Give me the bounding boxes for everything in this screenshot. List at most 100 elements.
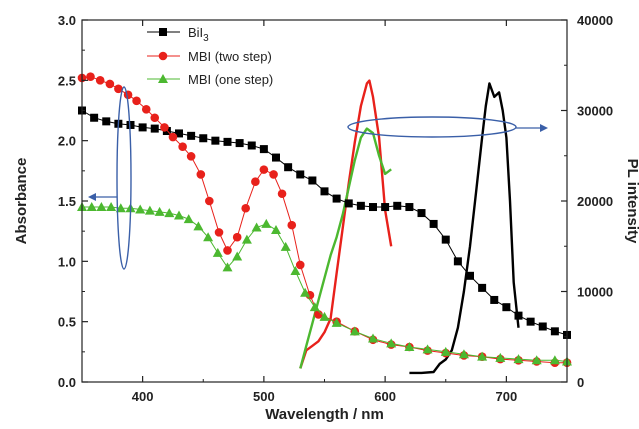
abs-point-0-8 [175, 129, 183, 138]
y-left-tick-label-6: 3.0 [58, 13, 76, 28]
abs-point-0-26 [393, 201, 402, 210]
abs-point-0-35 [502, 303, 511, 312]
abs-series-1 [77, 72, 572, 367]
abs-point-1-10 [168, 132, 178, 142]
abs-point-0-37 [526, 317, 535, 326]
abs-point-0-5 [138, 123, 147, 132]
abs-point-2-10 [174, 210, 184, 220]
pl-series-2 [409, 82, 520, 375]
abs-point-2-11 [183, 214, 194, 224]
abs-point-0-6 [150, 124, 159, 133]
abs-point-1-12 [186, 152, 196, 161]
abs-point-1-8 [150, 113, 160, 123]
abs-point-2-29 [386, 338, 397, 348]
abs-point-0-24 [369, 203, 377, 212]
abs-point-0-12 [223, 137, 232, 146]
abs-point-2-20 [271, 224, 281, 234]
abs-point-1-20 [259, 165, 269, 174]
legend-label-2: MBI (one step) [188, 72, 273, 87]
abs-series-0 [78, 106, 571, 339]
abs-point-2-16 [232, 251, 243, 261]
abs-point-0-34 [490, 295, 499, 304]
abs-point-2-8 [154, 206, 165, 216]
abs-point-0-10 [199, 134, 208, 143]
abs-point-0-39 [550, 327, 559, 336]
abs-point-2-36 [513, 354, 524, 364]
abs-point-1-2 [95, 76, 105, 85]
abs-line-2 [82, 206, 568, 362]
abs-point-1-17 [232, 232, 242, 242]
abs-point-0-20 [320, 187, 329, 196]
abs-point-2-38 [549, 355, 560, 365]
legend-label-0: BiI3 [188, 25, 209, 44]
abs-point-2-35 [495, 352, 506, 362]
x-tick-label-0: 400 [132, 389, 154, 404]
chart-legend: BiI3 MBI (two step) MBI (one step) [147, 25, 273, 87]
abs-point-1-3 [105, 79, 115, 89]
abs-point-0-4 [126, 120, 135, 129]
abs-point-0-2 [102, 117, 111, 126]
y-right-tick-label-1: 10000 [577, 285, 613, 300]
abs-point-1-23 [287, 220, 297, 230]
abs-point-1-1 [86, 72, 95, 82]
abs-point-0-21 [332, 194, 341, 203]
y-right-axis-title: PL intensity [624, 159, 639, 244]
abs-point-0-36 [514, 311, 523, 320]
x-axis-title: Wavelength / nm [265, 406, 384, 423]
y-left-tick-label-0: 0.0 [58, 375, 76, 390]
chart-series [77, 72, 572, 375]
abs-point-1-7 [141, 104, 151, 114]
abs-point-0-22 [344, 199, 353, 208]
abs-point-2-25 [319, 311, 330, 321]
abs-point-1-18 [241, 203, 250, 213]
abs-point-0-11 [211, 136, 220, 145]
abs-point-2-1 [86, 202, 97, 212]
abs-point-1-13 [196, 170, 206, 179]
abs-point-0-16 [272, 153, 280, 162]
abs-point-2-18 [251, 222, 262, 232]
abs-point-2-12 [193, 221, 204, 231]
abs-point-1-22 [277, 189, 287, 199]
pl-line-0 [299, 79, 393, 369]
y-left-tick-label-5: 2.5 [58, 73, 76, 88]
abs-point-0-32 [466, 271, 474, 280]
legend-label-1: MBI (two step) [188, 49, 272, 64]
pl-line-1 [299, 127, 392, 369]
y-left-axis-title: Absorbance [13, 158, 30, 245]
x-tick-label-1: 500 [253, 389, 275, 404]
abs-point-0-27 [405, 203, 414, 212]
abs-point-1-4 [114, 84, 123, 94]
abs-point-0-1 [90, 113, 99, 122]
abs-point-1-5 [123, 90, 133, 100]
abs-point-2-9 [164, 208, 175, 218]
plot-frame [81, 19, 568, 383]
abs-point-1-9 [160, 123, 169, 132]
abs-point-2-3 [106, 202, 117, 212]
abs-point-2-31 [422, 344, 433, 354]
legend-marker-0 [159, 28, 167, 36]
y-left-tick-label-2: 1.0 [58, 254, 76, 269]
abs-point-1-15 [214, 228, 224, 237]
pl-series-1 [299, 127, 392, 369]
legend-marker-2 [158, 74, 168, 83]
y-right-tick-label-3: 30000 [577, 104, 613, 119]
abs-point-0-25 [381, 203, 390, 212]
abs-point-1-24 [295, 260, 305, 270]
chart-annotations [88, 86, 548, 270]
abs-point-2-19 [261, 218, 272, 228]
abs-point-2-24 [309, 302, 320, 312]
legend-item-1: MBI (two step) [147, 49, 272, 64]
legend-label-subscript-0: 3 [203, 33, 209, 44]
abs-point-0-38 [538, 322, 547, 331]
abs-point-1-11 [178, 142, 187, 151]
y-left-tick-label-1: 0.5 [58, 315, 76, 330]
abs-point-2-13 [203, 232, 214, 242]
abs-point-1-14 [205, 196, 214, 206]
abs-point-0-15 [259, 145, 268, 154]
abs-point-1-16 [223, 246, 232, 255]
abs-point-0-23 [356, 201, 365, 210]
chart-frame: 400 500 600 700 0.0 0.5 1.0 1.5 2.0 2.5 3.0 0 10000 2… [13, 13, 639, 423]
y-left-tick-label-4: 2.0 [58, 134, 76, 149]
abs-point-2-23 [300, 287, 311, 297]
left-axis-ellipse [116, 86, 132, 270]
